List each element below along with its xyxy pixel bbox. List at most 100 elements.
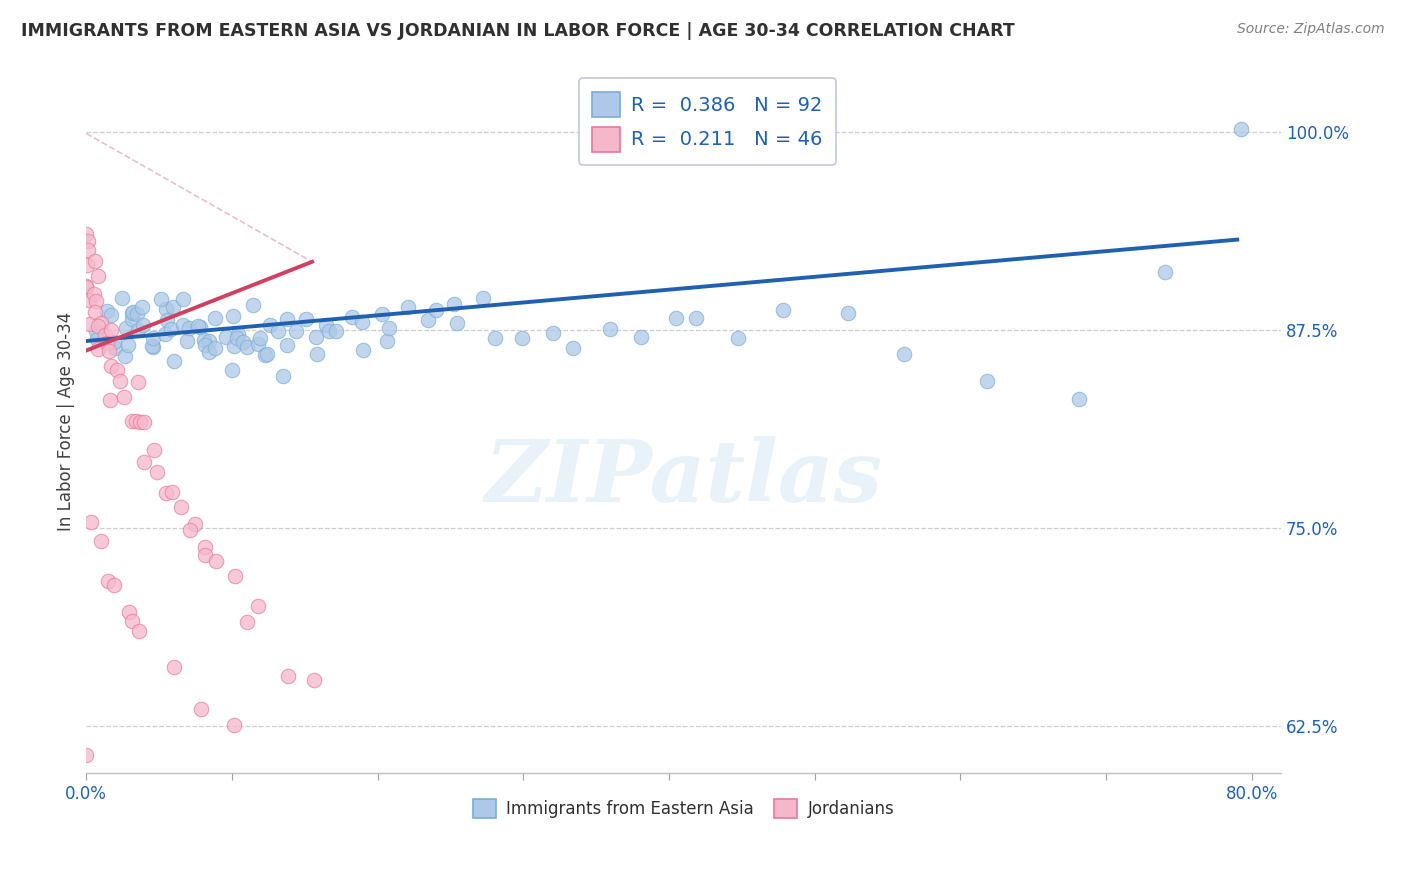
Point: [108, 375, 131, 389]
Point: [484, 331, 506, 345]
Point: [205, 554, 228, 568]
Point: [112, 390, 135, 404]
Point: [685, 310, 707, 325]
Point: [1069, 392, 1091, 407]
Point: [837, 306, 859, 320]
Point: [76, 258, 98, 272]
Y-axis label: In Labor Force | Age 30-34: In Labor Force | Age 30-34: [58, 311, 75, 531]
Text: IMMIGRANTS FROM EASTERN ASIA VS JORDANIAN IN LABOR FORCE | AGE 30-34 CORRELATION: IMMIGRANTS FROM EASTERN ASIA VS JORDANIA…: [21, 22, 1015, 40]
Point: [155, 301, 177, 316]
Point: [254, 348, 277, 362]
Point: [97, 574, 120, 589]
Point: [87, 342, 110, 356]
Point: [375, 334, 398, 348]
Point: [97, 344, 120, 359]
Point: [562, 341, 585, 355]
Point: [156, 312, 179, 326]
Point: [76, 244, 98, 258]
Point: [226, 331, 249, 345]
Point: [77, 234, 100, 248]
Point: [83, 253, 105, 268]
Point: [142, 331, 165, 345]
Point: [79, 318, 101, 332]
Point: [128, 624, 150, 638]
Point: [224, 718, 246, 732]
Point: [162, 301, 184, 315]
Point: [84, 324, 107, 338]
Point: [187, 318, 209, 333]
Point: [86, 318, 108, 333]
Point: [305, 329, 328, 343]
Point: [236, 339, 259, 353]
Point: [198, 334, 221, 348]
Text: Source: ZipAtlas.com: Source: ZipAtlas.com: [1237, 22, 1385, 37]
Point: [325, 324, 347, 338]
Point: [378, 321, 401, 335]
Point: [541, 326, 564, 341]
Point: [232, 334, 254, 349]
Point: [352, 343, 374, 357]
Point: [163, 353, 186, 368]
Point: [115, 321, 138, 335]
Point: [75, 280, 97, 294]
Point: [242, 298, 264, 312]
Point: [204, 341, 226, 355]
Point: [90, 534, 112, 549]
Point: [224, 339, 246, 353]
Point: [396, 300, 419, 314]
Point: [143, 443, 166, 458]
Point: [249, 331, 271, 345]
Point: [94, 328, 117, 343]
Point: [75, 227, 97, 242]
Point: [104, 342, 127, 356]
Point: [194, 549, 217, 563]
Point: [105, 362, 128, 376]
Point: [75, 747, 97, 762]
Point: [84, 305, 107, 319]
Point: [96, 336, 118, 351]
Point: [727, 331, 749, 345]
Point: [664, 311, 686, 326]
Point: [416, 312, 439, 326]
Point: [307, 347, 329, 361]
Point: [83, 287, 105, 301]
Point: [247, 337, 270, 351]
Point: [162, 484, 184, 499]
Point: [188, 320, 211, 334]
Point: [170, 500, 193, 514]
Point: [127, 376, 149, 390]
Point: [193, 333, 215, 347]
Point: [75, 278, 97, 293]
Point: [179, 524, 201, 538]
Point: [198, 345, 221, 359]
Point: [153, 326, 176, 341]
Point: [103, 578, 125, 592]
Point: [302, 673, 325, 687]
Point: [122, 305, 145, 319]
Point: [446, 316, 468, 330]
Point: [176, 334, 198, 349]
Point: [100, 323, 122, 337]
Point: [340, 310, 363, 325]
Point: [214, 330, 236, 344]
Legend: Immigrants from Eastern Asia, Jordanians: Immigrants from Eastern Asia, Jordanians: [467, 792, 901, 825]
Point: [114, 349, 136, 363]
Point: [976, 374, 998, 388]
Point: [127, 323, 149, 337]
Point: [267, 324, 290, 338]
Point: [371, 307, 394, 321]
Point: [96, 304, 118, 318]
Point: [79, 293, 101, 307]
Point: [246, 599, 269, 613]
Point: [121, 614, 143, 628]
Point: [172, 318, 194, 332]
Point: [121, 306, 143, 320]
Point: [132, 455, 155, 469]
Point: [129, 415, 152, 429]
Point: [285, 324, 308, 338]
Point: [1153, 265, 1175, 279]
Point: [121, 414, 143, 428]
Point: [111, 291, 134, 305]
Point: [222, 309, 245, 323]
Point: [121, 312, 143, 326]
